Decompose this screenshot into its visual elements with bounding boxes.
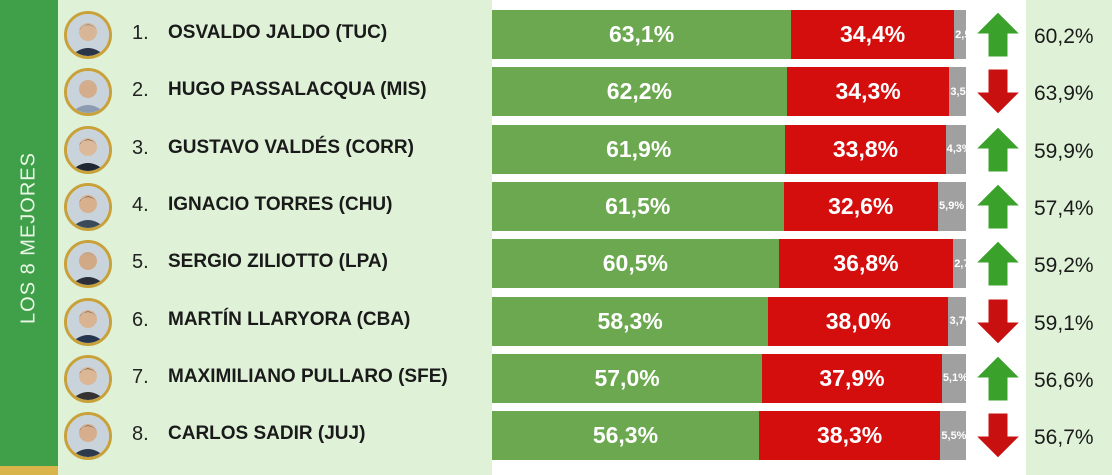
bar-negative: 37,9% [762, 353, 942, 403]
bar-positive: 60,5% [492, 239, 779, 289]
bar-negative: 36,8% [778, 239, 954, 289]
previous-value: 57,4% [1034, 196, 1094, 220]
bar-positive: 56,3% [492, 411, 759, 461]
data-label: 5,1% [942, 372, 966, 385]
section-label: LOS 8 MEJORES [17, 152, 40, 324]
rank-number: 2. [132, 79, 149, 102]
politician-name: HUGO PASSALACQUA (MIS) [168, 79, 427, 101]
rank-number: 3. [132, 136, 149, 159]
bar-ns-nc: 5,1% [941, 353, 966, 403]
bar-positive: 61,5% [492, 181, 784, 231]
arrow-up-icon [974, 10, 1022, 58]
bar-ns-nc: 3,5% [949, 67, 966, 117]
bar-ns-nc: 2,5% [954, 10, 966, 59]
data-label: 5,9% [939, 200, 965, 213]
politician-name: OSVALDO JALDO (TUC) [168, 22, 388, 43]
arrow-down-icon [974, 297, 1022, 345]
avatar [64, 240, 112, 289]
data-label: 3,5% [950, 85, 966, 98]
previous-value: 60,2% [1034, 25, 1094, 48]
data-label: 56,3% [592, 422, 659, 449]
politician-name: MARTÍN LLARYORA (CBA) [168, 308, 411, 330]
sidebar-band: LOS 8 MEJORES [0, 0, 58, 475]
bar-positive: 57,0% [492, 353, 763, 403]
avatar [64, 297, 112, 346]
arrow-up-icon [974, 182, 1022, 230]
data-label: 33,8% [832, 135, 899, 162]
bar-ns-nc: 4,3% [945, 124, 966, 174]
data-label: 38,0% [825, 307, 891, 334]
rank-number: 7. [132, 365, 149, 388]
bar-negative: 38,3% [758, 411, 941, 461]
avatar [64, 68, 112, 117]
data-label: 2,7% [954, 257, 966, 270]
bar-positive: 63,1% [492, 10, 792, 59]
avatar [64, 182, 112, 231]
previous-value: 56,6% [1034, 368, 1094, 392]
names-panel [58, 0, 492, 475]
bar-negative: 32,6% [783, 181, 939, 231]
data-label: 3,7% [949, 315, 966, 327]
rank-number: 1. [132, 22, 149, 44]
bar-positive: 62,2% [492, 67, 787, 117]
rank-number: 6. [132, 308, 149, 331]
politician-name: IGNACIO TORRES (CHU) [168, 193, 393, 215]
politician-name: GUSTAVO VALDÉS (CORR) [168, 136, 414, 158]
sidebar-bottom-strip [0, 466, 58, 475]
politician-name: CARLOS SADIR (JUJ) [168, 423, 366, 445]
data-label: 60,5% [602, 250, 668, 277]
avatar [64, 125, 112, 174]
data-label: 61,5% [605, 192, 671, 219]
data-label: 2,5% [955, 28, 966, 41]
politician-name: MAXIMILIANO PULLARO (SFE) [168, 365, 448, 387]
data-label: 5,5% [941, 429, 967, 442]
data-label: 4,3% [946, 143, 966, 156]
data-label: 62,2% [606, 78, 673, 105]
arrow-down-icon [974, 67, 1022, 116]
bar-negative: 38,0% [768, 296, 949, 346]
data-label: 36,8% [833, 250, 899, 277]
bar-negative: 33,8% [785, 124, 946, 174]
data-label: 57,0% [594, 364, 660, 391]
previous-value: 63,9% [1034, 82, 1094, 106]
bar-ns-nc: 3,7% [948, 296, 966, 346]
data-label: 37,9% [819, 364, 885, 391]
avatar [64, 412, 112, 461]
rank-number: 8. [132, 423, 149, 446]
politician-name: SERGIO ZILIOTTO (LPA) [168, 251, 388, 273]
previous-value: 59,9% [1034, 139, 1094, 163]
arrow-up-icon [974, 125, 1022, 173]
rank-number: 5. [132, 251, 149, 274]
data-label: 61,9% [606, 135, 672, 162]
arrow-up-icon [974, 354, 1022, 402]
arrow-down-icon [974, 411, 1022, 459]
previous-value: 59,2% [1034, 254, 1094, 278]
previous-panel [1026, 0, 1112, 475]
arrow-up-icon [974, 239, 1022, 287]
bar-negative: 34,4% [791, 10, 955, 59]
bar-positive: 58,3% [492, 296, 769, 346]
previous-value: 59,1% [1034, 311, 1094, 335]
bar-ns-nc: 5,5% [940, 411, 967, 461]
bar-negative: 34,3% [786, 67, 950, 117]
data-label: 34,3% [835, 78, 901, 105]
rank-number: 4. [132, 193, 149, 216]
bar-positive: 61,9% [492, 124, 786, 174]
bar-ns-nc: 5,9% [938, 181, 966, 231]
bar-ns-nc: 2,7% [953, 239, 966, 289]
data-label: 63,1% [608, 21, 675, 47]
data-label: 34,4% [840, 21, 906, 47]
data-label: 38,3% [817, 422, 883, 449]
avatar [64, 354, 112, 403]
avatar [64, 11, 112, 59]
data-label: 58,3% [597, 307, 663, 334]
data-label: 32,6% [828, 192, 894, 219]
previous-value: 56,7% [1034, 426, 1094, 450]
